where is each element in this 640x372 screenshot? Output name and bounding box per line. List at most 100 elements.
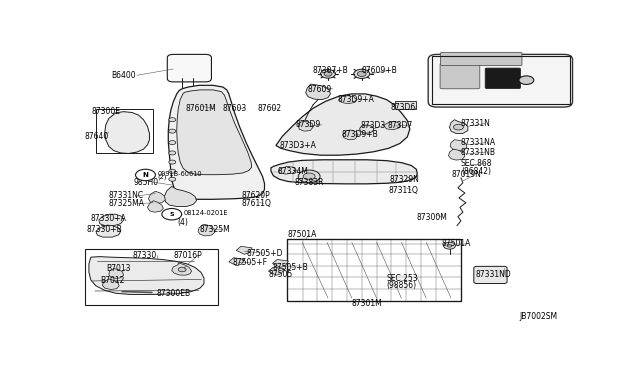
Text: 87331NB: 87331NB bbox=[461, 148, 496, 157]
Text: 87325MA: 87325MA bbox=[109, 199, 145, 208]
Polygon shape bbox=[198, 225, 215, 236]
Text: 08124-0201E: 08124-0201E bbox=[183, 210, 228, 216]
Text: 87016P: 87016P bbox=[173, 251, 202, 260]
Text: 87330+B: 87330+B bbox=[86, 225, 122, 234]
FancyBboxPatch shape bbox=[440, 63, 480, 89]
Text: 87505+D: 87505+D bbox=[246, 248, 283, 258]
Circle shape bbox=[519, 76, 534, 84]
Circle shape bbox=[357, 71, 366, 76]
Text: 985H0: 985H0 bbox=[134, 178, 159, 187]
Text: 87329N: 87329N bbox=[390, 175, 420, 185]
Text: 87300M: 87300M bbox=[416, 212, 447, 222]
Text: 87334M: 87334M bbox=[277, 167, 308, 176]
Polygon shape bbox=[147, 201, 163, 212]
Circle shape bbox=[169, 160, 176, 164]
Text: N: N bbox=[143, 172, 148, 178]
Text: 873D6: 873D6 bbox=[390, 103, 416, 112]
Polygon shape bbox=[273, 260, 289, 267]
Polygon shape bbox=[276, 94, 410, 155]
Text: 87602: 87602 bbox=[257, 104, 282, 113]
Text: 87505+F: 87505+F bbox=[233, 259, 268, 267]
Text: B7012: B7012 bbox=[100, 276, 124, 285]
Polygon shape bbox=[271, 160, 417, 184]
Text: S: S bbox=[170, 212, 174, 217]
Polygon shape bbox=[343, 130, 358, 140]
Text: 87300EB: 87300EB bbox=[157, 289, 191, 298]
Text: 87383R: 87383R bbox=[294, 178, 324, 187]
Text: 87307+B: 87307+B bbox=[312, 66, 348, 75]
Bar bbox=[395, 101, 416, 109]
Circle shape bbox=[178, 267, 186, 272]
Text: 87331ND: 87331ND bbox=[476, 270, 511, 279]
FancyBboxPatch shape bbox=[474, 266, 507, 283]
Text: 87505+B: 87505+B bbox=[273, 263, 308, 272]
Text: 87311Q: 87311Q bbox=[388, 186, 419, 195]
Text: 87301M: 87301M bbox=[352, 298, 383, 308]
Text: B7013: B7013 bbox=[106, 264, 131, 273]
Polygon shape bbox=[164, 186, 196, 206]
Text: 87330: 87330 bbox=[132, 251, 156, 260]
Text: 87019N: 87019N bbox=[451, 170, 481, 179]
Polygon shape bbox=[306, 84, 330, 100]
Text: (86842): (86842) bbox=[461, 167, 491, 176]
Text: 873D3: 873D3 bbox=[360, 121, 385, 130]
FancyBboxPatch shape bbox=[440, 52, 522, 65]
Text: 87603: 87603 bbox=[223, 104, 247, 113]
Text: 87331N: 87331N bbox=[461, 119, 491, 128]
Circle shape bbox=[169, 141, 176, 145]
Polygon shape bbox=[99, 214, 124, 226]
Text: 873D9: 873D9 bbox=[296, 121, 321, 129]
Text: 873D3+A: 873D3+A bbox=[280, 141, 316, 150]
Circle shape bbox=[162, 208, 182, 220]
Text: 87611Q: 87611Q bbox=[242, 199, 271, 208]
Text: JB7002SM: JB7002SM bbox=[519, 312, 557, 321]
Polygon shape bbox=[236, 246, 252, 254]
FancyBboxPatch shape bbox=[428, 54, 573, 107]
Text: (98856): (98856) bbox=[387, 281, 417, 290]
Polygon shape bbox=[229, 258, 244, 266]
Polygon shape bbox=[298, 121, 313, 131]
Text: 87300E: 87300E bbox=[92, 107, 121, 116]
Circle shape bbox=[444, 242, 456, 249]
Polygon shape bbox=[383, 121, 399, 130]
Polygon shape bbox=[177, 90, 252, 175]
Circle shape bbox=[360, 125, 374, 133]
Text: 87609+B: 87609+B bbox=[362, 66, 397, 75]
Polygon shape bbox=[450, 140, 467, 151]
Text: (2): (2) bbox=[157, 174, 167, 180]
Polygon shape bbox=[109, 269, 124, 278]
Text: 87505: 87505 bbox=[269, 270, 292, 279]
Polygon shape bbox=[168, 85, 264, 199]
Polygon shape bbox=[89, 257, 204, 294]
Polygon shape bbox=[449, 120, 468, 134]
Circle shape bbox=[169, 118, 176, 122]
Text: SEC.868: SEC.868 bbox=[461, 159, 492, 168]
Circle shape bbox=[454, 124, 463, 130]
Text: 87501A: 87501A bbox=[287, 230, 317, 239]
Bar bbox=[96, 109, 153, 154]
Circle shape bbox=[169, 177, 176, 181]
Polygon shape bbox=[269, 267, 284, 275]
Text: 0991B-60610: 0991B-60610 bbox=[157, 170, 202, 177]
Text: B6400: B6400 bbox=[111, 71, 136, 80]
Polygon shape bbox=[148, 191, 165, 203]
Polygon shape bbox=[449, 149, 465, 160]
Text: 873D9+B: 873D9+B bbox=[342, 129, 379, 138]
Circle shape bbox=[169, 129, 176, 133]
Text: 87331NA: 87331NA bbox=[461, 138, 496, 147]
Text: 87601M: 87601M bbox=[185, 104, 216, 113]
Text: 87620P: 87620P bbox=[242, 191, 271, 201]
Polygon shape bbox=[339, 96, 356, 104]
FancyBboxPatch shape bbox=[485, 68, 520, 89]
Circle shape bbox=[136, 169, 156, 181]
Bar bbox=[85, 248, 218, 305]
Bar bbox=[432, 56, 570, 104]
FancyBboxPatch shape bbox=[167, 54, 211, 82]
Polygon shape bbox=[172, 263, 191, 275]
Polygon shape bbox=[105, 112, 150, 154]
Circle shape bbox=[298, 170, 320, 183]
Text: 873D9+A: 873D9+A bbox=[338, 95, 375, 104]
Text: 87331NC: 87331NC bbox=[109, 191, 144, 201]
Circle shape bbox=[354, 69, 370, 78]
Text: 87640: 87640 bbox=[85, 132, 109, 141]
